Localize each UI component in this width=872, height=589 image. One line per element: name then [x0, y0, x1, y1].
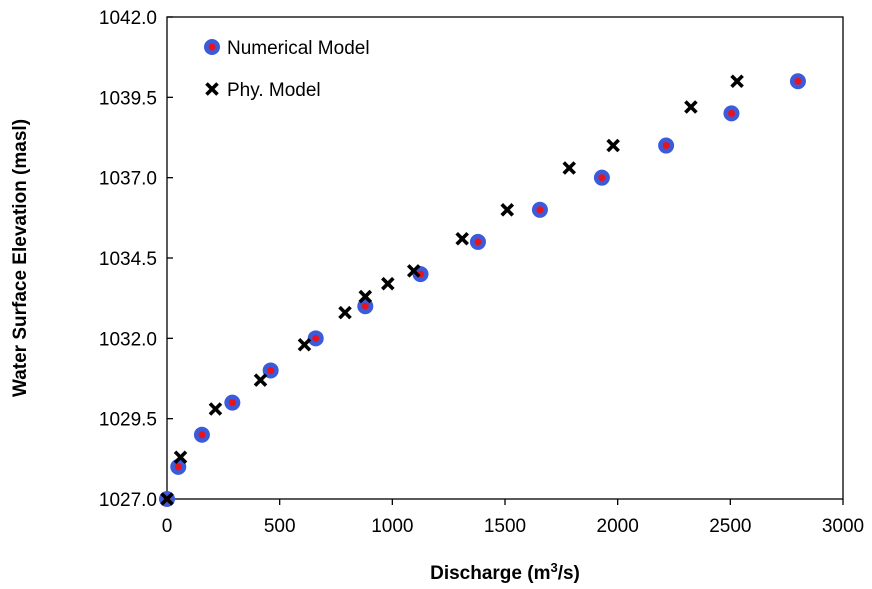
- series-numerical-model: [159, 73, 806, 507]
- numerical-point-core: [312, 334, 320, 342]
- x-stroke: [606, 138, 620, 153]
- phy-model-point: [160, 492, 174, 506]
- x-stroke: [406, 264, 421, 278]
- x-stroke: [381, 276, 395, 291]
- numerical-point-core: [727, 109, 735, 117]
- numerical-point-core: [598, 174, 606, 182]
- numerical-point: [170, 458, 187, 475]
- numerical-point: [262, 362, 279, 379]
- x-tick-label: 500: [264, 516, 296, 537]
- x-stroke: [684, 100, 698, 114]
- x-tick-label: 3000: [822, 516, 864, 537]
- numerical-point-core: [361, 302, 369, 310]
- x-stroke: [173, 450, 188, 464]
- series-phy-model: [160, 74, 744, 506]
- numerical-point-core: [662, 142, 670, 150]
- numerical-point-core: [536, 206, 544, 214]
- x-stroke: [730, 74, 744, 89]
- x-stroke: [297, 337, 312, 352]
- x-stroke: [208, 402, 223, 416]
- x-stroke: [160, 492, 174, 506]
- numerical-point: [593, 169, 610, 186]
- phy-model-point: [730, 74, 744, 89]
- numerical-point: [307, 330, 324, 347]
- x-stroke: [500, 203, 515, 217]
- x-stroke: [455, 231, 469, 246]
- x-axis-title: Discharge (m3/s): [430, 560, 580, 584]
- x-stroke: [562, 161, 576, 175]
- y-axis: 1027.0 1029.5 1032.0 1034.5 1037.0 1039.5 1042…: [99, 8, 173, 511]
- phy-model-point: [455, 231, 469, 246]
- numerical-point-core: [228, 399, 236, 407]
- phy-model-point: [684, 100, 698, 114]
- phy-model-point: [606, 138, 620, 153]
- numerical-point-core: [198, 431, 206, 439]
- legend-x-glyph: [205, 82, 219, 96]
- y-tick-label: 1029.5: [99, 410, 157, 431]
- legend-marker-numerical-core: [208, 43, 216, 51]
- x-tick-label: 2500: [709, 516, 751, 537]
- numerical-point-core: [474, 238, 482, 246]
- y-tick-label: 1032.0: [99, 329, 157, 350]
- phy-model-point: [358, 289, 373, 304]
- y-tick-label: 1039.5: [99, 88, 157, 109]
- numerical-point: [531, 201, 548, 218]
- x-tick-label: 0: [162, 516, 173, 537]
- numerical-point: [723, 105, 740, 122]
- x-stroke: [253, 373, 268, 387]
- numerical-point: [193, 426, 210, 443]
- data-marks: [159, 73, 806, 507]
- y-axis-title: Water Surface Elevation (masl): [10, 119, 31, 397]
- numerical-point-core: [174, 463, 182, 471]
- phy-model-point: [406, 264, 421, 278]
- phy-model-point: [208, 402, 223, 416]
- numerical-point: [658, 137, 675, 154]
- x-stroke: [205, 82, 219, 96]
- x-stroke: [358, 289, 373, 304]
- y-tick-label: 1042.0: [99, 8, 157, 29]
- phy-model-point: [500, 203, 515, 217]
- x-tick-label: 1000: [371, 516, 413, 537]
- numerical-point: [789, 73, 806, 90]
- y-tick-label: 1037.0: [99, 169, 157, 190]
- y-tick-label: 1034.5: [99, 249, 157, 270]
- x-tick-label: 2000: [597, 516, 639, 537]
- legend-label-numerical: Numerical Model: [227, 38, 370, 59]
- phy-model-point: [253, 373, 268, 387]
- x-stroke: [338, 305, 352, 320]
- numerical-point-core: [267, 366, 275, 374]
- phy-model-point: [338, 305, 352, 320]
- phy-model-point: [173, 450, 188, 464]
- numerical-point: [469, 233, 486, 250]
- y-tick-label: 1027.0: [99, 490, 157, 511]
- x-tick-label: 1500: [484, 516, 526, 537]
- phy-model-point: [297, 337, 312, 352]
- phy-model-point: [381, 276, 395, 291]
- numerical-point-core: [794, 77, 802, 85]
- legend-marker-physical: [205, 82, 219, 96]
- phy-model-point: [562, 161, 576, 175]
- legend-label-physical: Phy. Model: [227, 80, 321, 101]
- legend: Numerical Model Phy. Model: [204, 38, 370, 101]
- numerical-point: [224, 394, 241, 411]
- x-axis: 0 500 1000 1500 2000 2500 3000: [162, 499, 864, 537]
